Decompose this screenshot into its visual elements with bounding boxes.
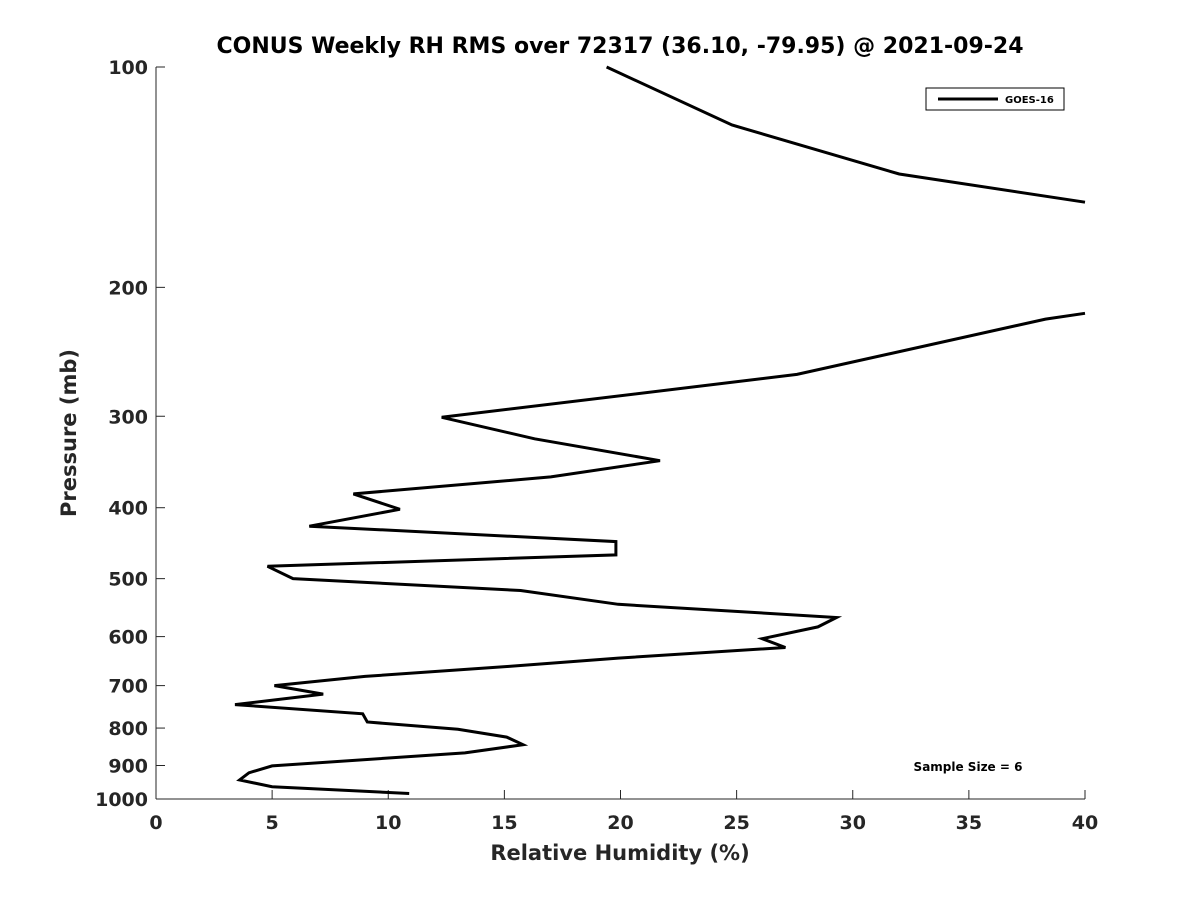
legend-entry-goes-16: GOES-16 — [1005, 95, 1054, 106]
legend: GOES-16 — [925, 87, 1065, 111]
y-tick-label: 200 — [108, 277, 148, 299]
y-tick-label: 500 — [108, 569, 148, 591]
axes: 0 5 10 15 20 25 30 35 40 100 200 300 400 500 600 700 800… — [95, 57, 1098, 834]
series-layer — [234, 65, 1086, 795]
y-tick-label: 900 — [108, 756, 148, 778]
series-line-goes-16-segment-1 — [605, 65, 1086, 204]
x-tick-label: 35 — [956, 812, 982, 834]
x-tick-label: 30 — [840, 812, 866, 834]
x-tick-label: 5 — [266, 812, 279, 834]
series-line-goes-16-segment-2 — [234, 311, 1086, 795]
y-tick-label: 400 — [108, 498, 148, 520]
y-tick-label: 700 — [108, 676, 148, 698]
x-tick-label: 25 — [723, 812, 749, 834]
y-tick-label: 1000 — [95, 789, 148, 811]
y-axis-label: Pressure (mb) — [57, 349, 81, 517]
x-tick-label: 40 — [1072, 812, 1098, 834]
x-tick-label: 10 — [375, 812, 401, 834]
x-tick-label: 0 — [149, 812, 162, 834]
x-axis-label: Relative Humidity (%) — [490, 841, 749, 865]
y-tick-label: 600 — [108, 627, 148, 649]
x-tick-label: 15 — [491, 812, 517, 834]
y-tick-label: 800 — [108, 718, 148, 740]
x-tick-label: 20 — [607, 812, 633, 834]
sample-size-annotation: Sample Size = 6 — [914, 760, 1023, 774]
chart-title: CONUS Weekly RH RMS over 72317 (36.10, -… — [216, 34, 1023, 59]
y-tick-label: 300 — [108, 406, 148, 428]
y-tick-label: 100 — [108, 57, 148, 79]
